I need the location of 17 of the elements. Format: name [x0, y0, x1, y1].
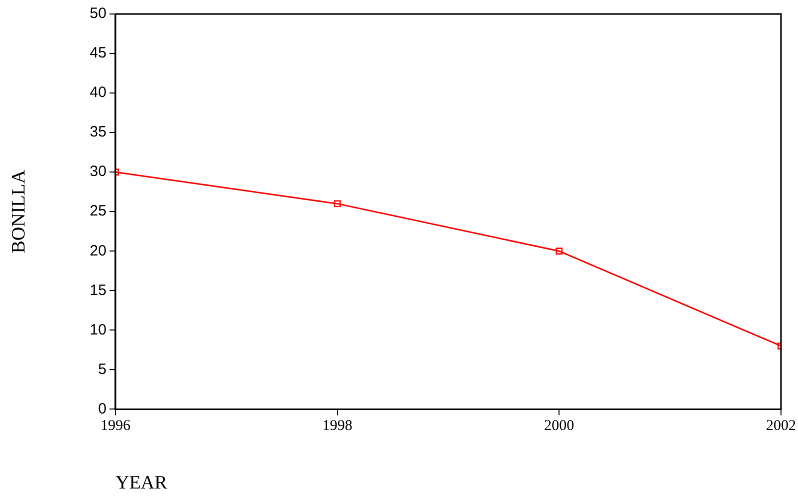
x-tick-label: 2000: [544, 418, 574, 434]
y-tick-label: 35: [90, 124, 106, 141]
y-tick-label: 15: [90, 282, 106, 299]
y-tick-label: 0: [98, 400, 106, 418]
y-tick-label: 20: [90, 242, 106, 260]
y-axis-title: BONILLA: [8, 170, 30, 254]
y-tick-label: 5: [98, 360, 106, 378]
y-tick-label: 50: [90, 5, 106, 22]
x-tick-label: 1996: [100, 418, 131, 434]
x-tick-label: 1998: [322, 418, 352, 434]
x-axis-title: YEAR: [115, 472, 168, 494]
x-tick-label: 2002: [766, 418, 796, 434]
y-tick-label: 10: [90, 321, 106, 338]
y-tick-label: 25: [90, 202, 106, 220]
y-tick-label: 45: [90, 44, 106, 62]
y-tick-label: 30: [90, 163, 106, 180]
y-tick-label: 40: [90, 84, 106, 102]
